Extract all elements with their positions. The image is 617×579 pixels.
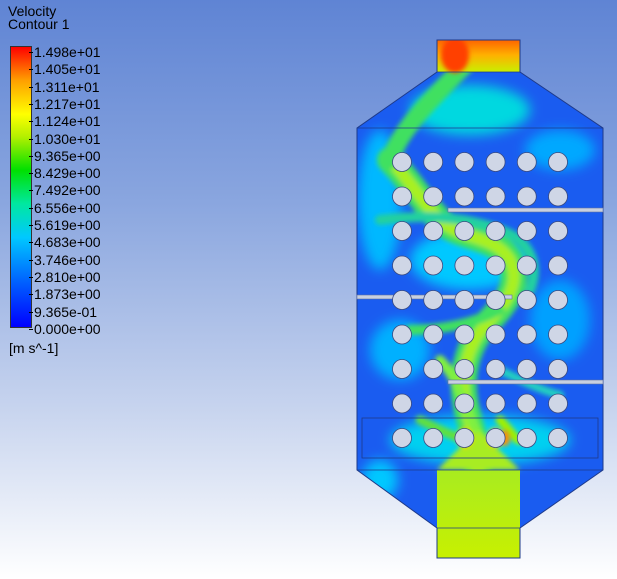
legend-tick: 9.365e+00 (29, 147, 101, 164)
tube (392, 152, 412, 172)
legend-tick: 6.556e+00 (29, 199, 101, 216)
baffle (447, 207, 604, 213)
tube (454, 152, 475, 172)
legend-title: Velocity Contour 1 (8, 3, 70, 32)
tube (516, 152, 537, 172)
tube (423, 393, 444, 414)
tube (454, 324, 475, 345)
tube (485, 393, 506, 414)
legend-tick: 7.492e+00 (29, 182, 101, 199)
tube (516, 255, 537, 276)
tube (548, 393, 568, 414)
tube (423, 186, 444, 207)
tube (392, 255, 412, 276)
tube (454, 290, 475, 310)
tube (423, 152, 444, 172)
tube (392, 186, 412, 207)
legend-tick: 1.030e+01 (29, 130, 101, 147)
tube (392, 221, 412, 241)
tube (454, 393, 475, 414)
tube (392, 393, 412, 414)
legend-tick: 1.405e+01 (29, 61, 101, 78)
tube (392, 324, 412, 345)
tube (516, 428, 537, 448)
legend-variable: Velocity (8, 3, 57, 19)
tube (548, 152, 568, 172)
tube (485, 152, 506, 172)
tube (485, 359, 506, 379)
tube (485, 186, 506, 207)
tube (516, 186, 537, 207)
tube (548, 255, 568, 276)
bottom-tube-zone (361, 417, 599, 459)
tube-bank (392, 152, 568, 448)
legend-tick: 1.873e+00 (29, 286, 101, 303)
legend-tick: 5.619e+00 (29, 217, 101, 233)
tube (485, 290, 506, 310)
tube (485, 255, 506, 276)
tube (454, 428, 475, 448)
tube (392, 359, 412, 379)
baffle (447, 379, 604, 385)
tube (454, 221, 475, 241)
legend-tick: 1.217e+01 (29, 95, 101, 112)
tube (392, 428, 412, 448)
legend-tick: 4.683e+00 (29, 234, 101, 251)
tube (423, 221, 444, 241)
tube (423, 428, 444, 448)
legend-tick: 1.498e+01 (29, 44, 101, 60)
tube (423, 290, 444, 310)
tube (516, 290, 537, 310)
tube (548, 428, 568, 448)
legend-tick: 1.311e+01 (29, 78, 100, 95)
tube (485, 428, 506, 448)
tube (548, 186, 568, 207)
legend-tick: 1.124e+01 (29, 113, 101, 130)
tube (548, 221, 568, 241)
tube (392, 290, 412, 310)
tube (516, 359, 537, 379)
legend-tick: 0.000e+00 (29, 320, 101, 337)
tube (423, 359, 444, 379)
legend-contour-name: Contour 1 (8, 16, 70, 32)
legend-tick: 3.746e+00 (29, 251, 101, 268)
tube (548, 324, 568, 345)
legend-units: [m s^-1] (9, 340, 59, 356)
tube (423, 324, 444, 345)
tube (423, 255, 444, 276)
tube (516, 221, 537, 241)
tube (485, 221, 506, 241)
color-scale-bar (10, 46, 32, 328)
legend-tick: 9.365e-01 (28, 303, 98, 320)
tube (516, 393, 537, 414)
tube (454, 186, 475, 207)
tube (516, 324, 537, 345)
tube (454, 359, 475, 379)
velocity-field (357, 40, 603, 558)
tube (485, 324, 506, 345)
legend-tick: 2.810e+00 (29, 268, 101, 285)
tube (548, 359, 568, 379)
tube (548, 290, 568, 310)
tube (454, 255, 475, 276)
legend-tick: 8.429e+00 (29, 165, 101, 182)
